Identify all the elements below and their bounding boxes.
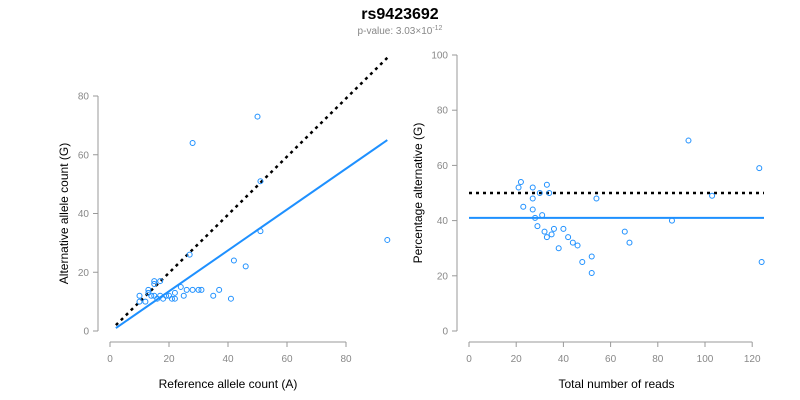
data-point	[145, 286, 152, 293]
data-point	[148, 292, 155, 299]
data-point	[210, 292, 217, 299]
data-point	[593, 195, 600, 202]
data-point	[168, 295, 175, 302]
data-point	[532, 214, 539, 221]
data-point	[569, 239, 576, 246]
data-point	[546, 190, 553, 196]
chart-title: rs9423692	[361, 6, 439, 23]
x-tick-label: 100	[697, 354, 714, 365]
data-point	[626, 239, 633, 246]
data-point	[758, 259, 765, 265]
x-tick-label: 80	[340, 354, 352, 365]
data-point	[257, 178, 264, 185]
data-point	[195, 286, 202, 293]
x-tick-label: 60	[281, 354, 293, 365]
data-point	[157, 278, 164, 285]
data-point	[189, 140, 196, 146]
data-point	[520, 203, 527, 210]
y-axis-label: Alternative allele count (G)	[57, 143, 71, 284]
p-value-exponent: -12	[432, 25, 442, 32]
data-point	[142, 298, 149, 305]
data-point	[216, 286, 223, 293]
y-tick-label: 80	[78, 92, 90, 103]
data-point	[565, 234, 572, 241]
data-point	[171, 295, 178, 302]
data-point	[189, 286, 196, 293]
x-tick-label: 40	[222, 354, 234, 365]
reference-line	[115, 56, 389, 327]
data-point	[543, 234, 550, 241]
data-point	[588, 253, 595, 260]
data-point	[529, 195, 536, 202]
y-tick-label: 0	[442, 327, 448, 338]
x-tick-label: 80	[652, 354, 664, 365]
data-point	[227, 295, 234, 302]
p-value-subtitle: p-value: 3.03×10-12	[358, 25, 443, 37]
y-tick-label: 60	[78, 150, 90, 161]
data-point	[534, 223, 541, 230]
x-tick-label: 20	[163, 354, 175, 365]
data-point	[163, 292, 170, 299]
x-tick-label: 60	[605, 354, 617, 365]
data-point	[685, 137, 692, 144]
data-point	[550, 225, 557, 232]
data-point	[574, 242, 581, 249]
data-point	[548, 231, 555, 238]
data-point	[588, 270, 595, 277]
data-point	[529, 206, 536, 213]
data-point	[541, 228, 548, 235]
data-point	[180, 292, 187, 299]
data-point	[171, 289, 178, 296]
p-value-mantissa: p-value: 3.03×10	[358, 26, 433, 37]
data-point	[186, 251, 193, 258]
x-axis-label: Total number of reads	[558, 377, 674, 391]
y-tick-label: 20	[78, 268, 90, 279]
data-point	[539, 212, 546, 219]
x-axis-label: Reference allele count (A)	[159, 377, 298, 391]
data-point	[709, 192, 716, 199]
data-point	[384, 236, 391, 243]
y-tick-label: 40	[437, 216, 449, 227]
x-tick-label: 40	[558, 354, 570, 365]
data-point	[177, 283, 184, 290]
data-point	[160, 295, 167, 302]
data-point	[136, 292, 143, 299]
right-scatter-panel: 0 20 40 60 80 100 120 0 20 40 60 80 100 Total number …	[411, 51, 765, 391]
y-tick-label: 40	[78, 209, 90, 220]
data-point	[198, 286, 205, 293]
data-point	[151, 278, 158, 285]
data-point	[756, 165, 763, 172]
y-tick-label: 0	[83, 327, 89, 338]
data-point	[529, 184, 536, 191]
x-tick-label: 20	[511, 354, 523, 365]
left-scatter-panel: 0 20 40 60 80 0 20 40 60 80 Reference allele count…	[57, 56, 391, 391]
data-point	[555, 245, 562, 252]
data-point	[536, 190, 543, 196]
y-tick-label: 100	[431, 51, 448, 62]
y-tick-label: 60	[437, 161, 449, 172]
data-point	[515, 184, 522, 191]
x-tick-label: 120	[744, 354, 761, 365]
data-point	[257, 228, 264, 235]
data-point	[230, 257, 237, 264]
data-point	[517, 178, 524, 185]
data-point	[151, 281, 158, 287]
data-point	[242, 263, 249, 270]
y-axis-label: Percentage alternative (G)	[411, 123, 425, 264]
data-point	[543, 181, 550, 188]
y-tick-label: 80	[437, 106, 449, 117]
data-point	[621, 228, 628, 235]
x-tick-label: 0	[107, 354, 113, 365]
fit-line	[115, 139, 388, 329]
data-point	[136, 298, 143, 305]
data-point	[579, 259, 586, 265]
data-point	[668, 217, 675, 224]
data-point	[560, 225, 567, 232]
data-point	[254, 113, 261, 120]
x-tick-label: 0	[466, 354, 472, 365]
y-tick-label: 20	[437, 271, 449, 282]
data-point	[183, 286, 190, 293]
